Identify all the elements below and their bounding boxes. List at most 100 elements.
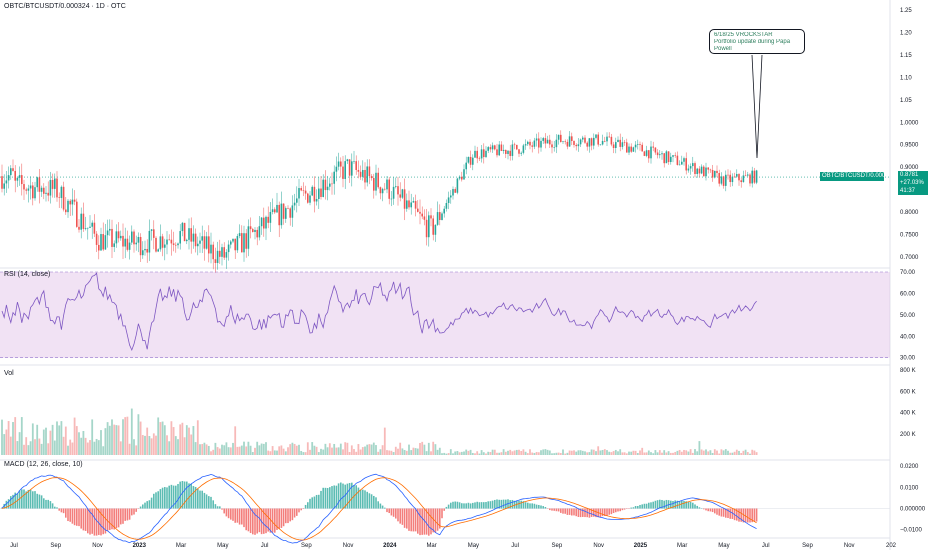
price-candle-74 [164,244,166,248]
price-candle-248 [546,139,549,144]
price-candle-134 [296,198,298,203]
macd-histogram-bar-321 [707,508,709,512]
macd-histogram-bar-320 [705,508,707,511]
price-candle-246 [542,138,544,141]
price-candle-117 [258,226,261,238]
price-candle-157 [346,159,349,162]
macd-histogram-bar-154 [340,482,342,509]
price-candle-287 [632,147,635,152]
price-tick-label-0: 1.25 [900,8,912,14]
macd-histogram-bar-201 [443,508,445,511]
idea-annotation[interactable]: 6/18/25 VROCKSTAR Portfolio update durin… [709,29,805,54]
price-candle-53 [117,231,120,239]
price-candle-115 [254,229,256,232]
x-tick-label-15: 2025 [634,543,648,549]
macd-histogram-bar-90 [199,490,201,509]
volume-bar-32 [71,442,74,455]
macd-histogram-bar-83 [183,481,186,509]
macd-histogram-bar-237 [522,501,525,509]
macd-histogram-bar-299 [659,499,661,509]
price-candle-123 [271,209,274,212]
price-candle-129 [285,208,287,219]
volume-bar-8 [18,432,21,455]
macd-histogram-bar-180 [397,508,399,522]
macd-histogram-bar-236 [520,500,522,509]
price-candle-138 [304,190,307,194]
volume-bar-10 [23,444,25,455]
macd-histogram-bar-74 [164,487,166,509]
macd-histogram-bar-63 [139,506,142,509]
macd-histogram-bar-73 [161,487,164,509]
macd-histogram-bar-36 [80,508,82,529]
macd-histogram-bar-80 [177,483,179,509]
macd-histogram-bar-121 [267,508,269,532]
price-candle-241 [531,145,533,147]
macd-histogram-bar-310 [683,500,685,509]
price-candle-342 [753,170,756,183]
price-candle-137 [302,190,305,191]
volume-bar-20 [45,427,47,455]
price-candle-221 [487,147,489,151]
volume-bar-293 [645,452,648,455]
volume-bar-220 [485,453,487,455]
x-tick-label-11: May [468,543,479,549]
volume-bar-234 [515,449,518,455]
price-candle-329 [725,174,727,186]
volume-bar-300 [661,452,663,455]
price-candle-143 [315,198,318,202]
price-candle-161 [355,161,357,170]
macd-histogram-bar-85 [188,483,190,509]
macd-histogram-bar-65 [144,502,146,509]
volume-bar-339 [746,452,749,455]
macd-histogram-bar-297 [654,500,657,509]
price-candle-176 [388,179,390,199]
macd-histogram-bar-59 [131,508,133,516]
price-candle-124 [274,209,276,213]
macd-histogram-bar-306 [674,500,676,509]
volume-bar-154 [339,443,342,455]
price-candle-209 [461,176,463,180]
price-candle-214 [472,157,474,165]
macd-histogram-bar-151 [333,485,335,509]
macd-histogram-bar-47 [104,508,107,534]
macd-histogram-bar-159 [351,482,353,509]
volume-bar-324 [713,449,716,455]
macd-histogram-bar-82 [181,480,184,509]
macd-histogram-bar-250 [551,508,553,511]
price-candle-271 [597,134,599,145]
macd-histogram-bar-147 [324,487,327,509]
macd-histogram-bar-176 [388,508,390,514]
volume-bar-209 [460,451,463,455]
volume-bar-165 [364,446,366,455]
x-tick-label-3: 2023 [133,543,147,549]
volume-bar-148 [326,447,329,455]
macd-histogram-bar-56 [124,508,126,521]
macd-histogram-bar-114 [252,508,254,535]
volume-bar-13 [29,441,32,455]
price-candle-207 [456,178,459,193]
volume-bar-202 [445,453,448,455]
price-candle-257 [566,141,569,147]
price-candle-179 [395,186,397,187]
x-tick-label-7: Sep [301,543,312,549]
macd-histogram-bar-152 [335,485,338,509]
macd-histogram-bar-179 [395,508,397,519]
price-candle-111 [245,233,247,249]
macd-histogram-bar-177 [390,508,393,516]
volume-bar-4 [9,436,12,455]
volume-bar-125 [276,450,278,455]
price-candle-65 [144,248,146,251]
price-candle-72 [159,236,162,250]
price-candle-195 [430,215,432,219]
price-candle-69 [153,229,155,238]
price-candle-193 [425,219,428,238]
macd-histogram-bar-264 [582,508,584,517]
macd-histogram-bar-302 [665,499,668,509]
price-candle-9 [21,175,23,185]
macd-histogram-bar-43 [95,508,98,536]
macd-histogram-bar-133 [293,508,296,518]
volume-bar-5 [12,422,14,455]
price-candle-125 [276,204,278,213]
volume-bar-115 [254,447,256,455]
